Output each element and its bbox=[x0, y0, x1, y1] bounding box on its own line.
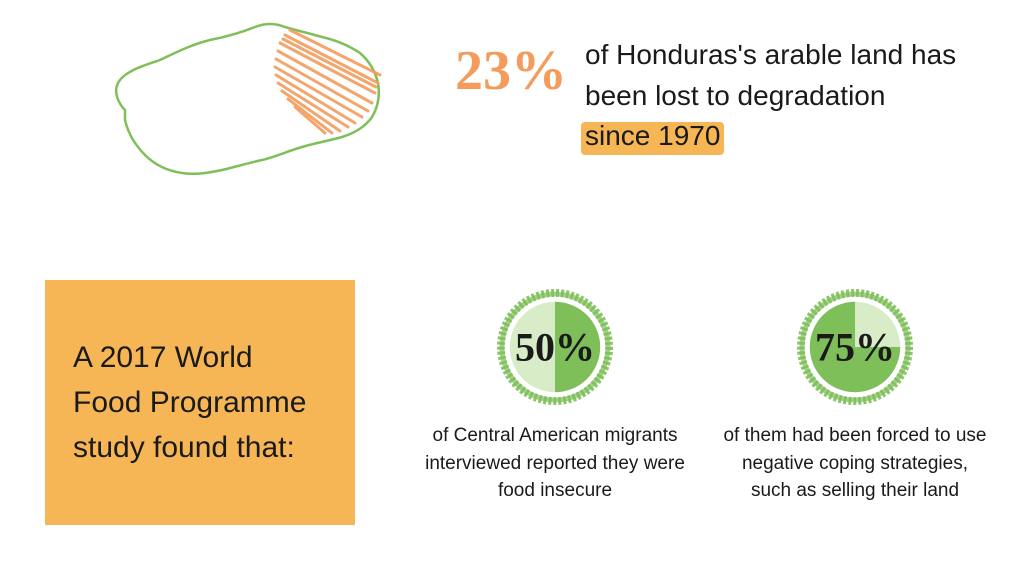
pie-50-label: 50% bbox=[515, 324, 595, 371]
stat-75-caption: of them had been forced to use negative … bbox=[720, 422, 990, 505]
map-svg bbox=[90, 15, 410, 215]
pie-50: 50% bbox=[496, 288, 614, 406]
stat-75-block: 75% of them had been forced to use negat… bbox=[720, 288, 990, 505]
pie-75-label: 75% bbox=[815, 324, 895, 371]
honduras-map bbox=[90, 15, 410, 215]
top-stat-percent: 23% bbox=[455, 43, 567, 99]
stat-50-caption: of Central American migrants interviewed… bbox=[420, 422, 690, 505]
top-stat-text: of Honduras's arable land has been lost … bbox=[585, 35, 985, 157]
pie-75: 75% bbox=[796, 288, 914, 406]
top-stat-text-before: of Honduras's arable land has been lost … bbox=[585, 39, 956, 111]
study-box: A 2017 World Food Programme study found … bbox=[45, 280, 355, 525]
study-box-text: A 2017 World Food Programme study found … bbox=[73, 335, 327, 470]
top-stat-highlight: since 1970 bbox=[585, 116, 720, 157]
honduras-outline bbox=[116, 24, 379, 174]
top-stat-block: 23% of Honduras's arable land has been l… bbox=[455, 35, 985, 157]
stat-50-block: 50% of Central American migrants intervi… bbox=[420, 288, 690, 505]
honduras-shaded-region bbox=[275, 30, 380, 133]
